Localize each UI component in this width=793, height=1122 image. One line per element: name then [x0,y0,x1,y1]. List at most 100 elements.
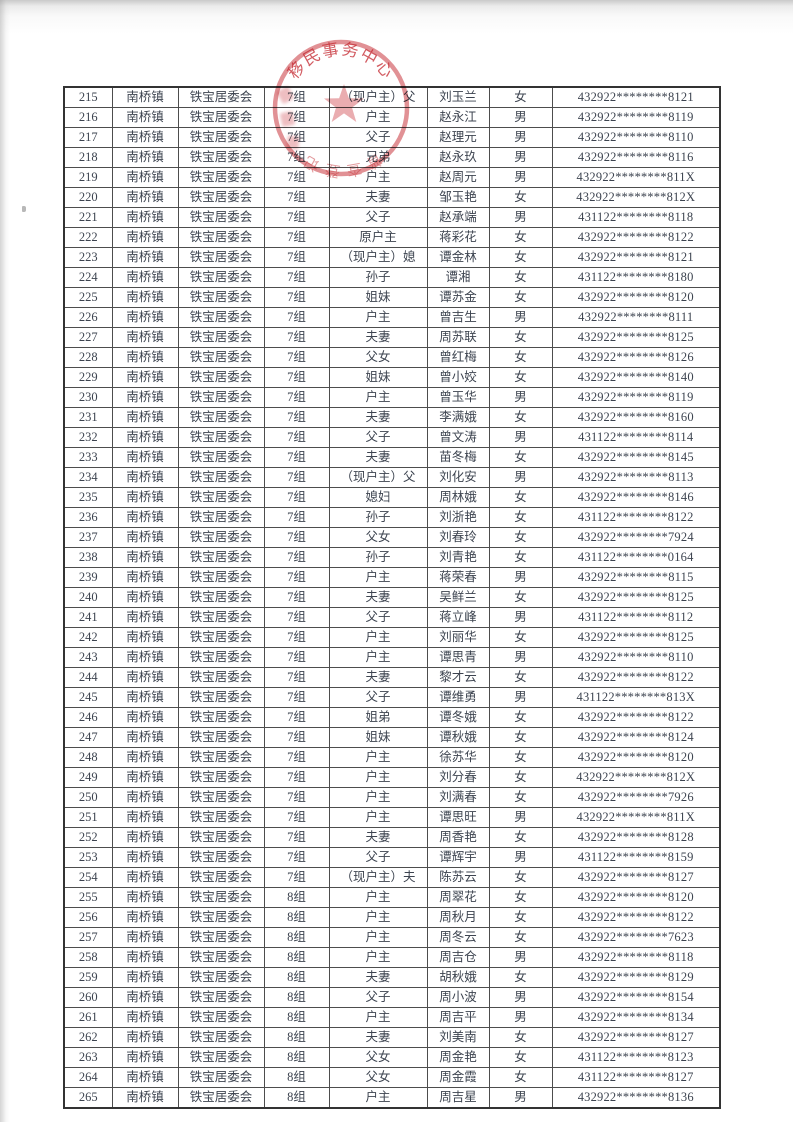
cell-seq: 227 [63,327,113,348]
cell-committee: 铁宝居委会 [177,827,265,848]
cell-gender: 男 [488,467,553,488]
table-row: 235 南桥镇 铁宝居委会 7组 媳妇 周林娥女 432922********8146 [63,487,721,508]
cell-gender: 男 [488,987,553,1008]
cell-committee: 铁宝居委会 [177,667,265,688]
cell-committee: 铁宝居委会 [177,447,265,468]
cell-name: 赵承端 [426,207,490,228]
cell-name: 赵永玖 [426,147,490,168]
cell-seq: 241 [63,607,113,628]
cell-gender: 女 [488,287,553,308]
cell-seq: 256 [63,907,113,928]
table-row: 224 南桥镇 铁宝居委会 7组 孙子 谭湘女 431122********8180 [63,267,721,288]
cell-gender: 女 [488,787,553,808]
cell-group: 7组 [263,707,330,728]
table-row: 228 南桥镇 铁宝居委会 7组 父女 曾红梅女 432922********8126 [63,347,721,368]
cell-relation: 姐妹 [328,287,428,308]
cell-town: 南桥镇 [111,487,179,508]
cell-town: 南桥镇 [111,987,179,1008]
table-row: 236 南桥镇 铁宝居委会 7组 孙子 刘浙艳女 431122********8122 [63,507,721,528]
cell-committee: 铁宝居委会 [177,187,265,208]
cell-gender: 男 [488,1007,553,1028]
cell-committee: 铁宝居委会 [177,767,265,788]
cell-town: 南桥镇 [111,607,179,628]
cell-relation: 媳妇 [328,487,428,508]
cell-committee: 铁宝居委会 [177,347,265,368]
cell-seq: 248 [63,747,113,768]
cell-seq: 226 [63,307,113,328]
cell-town: 南桥镇 [111,447,179,468]
cell-town: 南桥镇 [111,86,179,108]
cell-seq: 219 [63,167,113,188]
cell-id-number: 432922********7924 [551,527,721,548]
table-row: 262 南桥镇 铁宝居委会 8组 夫妻 刘美南女 432922********8127 [63,1027,721,1048]
cell-group: 7组 [263,107,330,128]
cell-id-number: 432922********8116 [551,147,721,168]
cell-id-number: 432922********8122 [551,907,721,928]
cell-committee: 铁宝居委会 [177,247,265,268]
cell-group: 7组 [263,427,330,448]
cell-name: 李满娥 [426,407,490,428]
cell-seq: 264 [63,1067,113,1088]
cell-town: 南桥镇 [111,247,179,268]
cell-committee: 铁宝居委会 [177,587,265,608]
cell-gender: 女 [488,327,553,348]
cell-group: 7组 [263,807,330,828]
cell-id-number: 432922********8113 [551,467,721,488]
cell-id-number: 432922********8122 [551,227,721,248]
cell-relation: 户主 [328,307,428,328]
cell-relation: 户主 [328,927,428,948]
cell-group: 7组 [263,827,330,848]
cell-name: 谭湘 [426,267,490,288]
table-row: 252 南桥镇 铁宝居委会 7组 夫妻 周香艳女 432922********8128 [63,827,721,848]
cell-town: 南桥镇 [111,907,179,928]
cell-id-number: 432922********7623 [551,927,721,948]
cell-name: 赵理元 [426,127,490,148]
table-row: 241 南桥镇 铁宝居委会 7组 父子 蒋立峰男 431122********8112 [63,607,721,628]
cell-gender: 男 [488,167,553,188]
cell-group: 7组 [263,627,330,648]
cell-gender: 女 [488,347,553,368]
cell-name: 蒋彩花 [426,227,490,248]
cell-group: 7组 [263,327,330,348]
table-row: 237 南桥镇 铁宝居委会 7组 父女 刘春玲女 432922********7924 [63,527,721,548]
cell-gender: 男 [488,387,553,408]
cell-town: 南桥镇 [111,587,179,608]
cell-name: 周小波 [426,987,490,1008]
cell-name: 周苏联 [426,327,490,348]
cell-committee: 铁宝居委会 [177,1027,265,1048]
cell-relation: 户主 [328,387,428,408]
cell-group: 8组 [263,927,330,948]
household-roster-table: 215 南桥镇 铁宝居委会 7组 （现户主）父 刘玉兰女 432922********812… [63,86,721,1109]
cell-seq: 224 [63,267,113,288]
cell-group: 7组 [263,447,330,468]
cell-seq: 237 [63,527,113,548]
cell-committee: 铁宝居委会 [177,707,265,728]
cell-seq: 235 [63,487,113,508]
cell-seq: 232 [63,427,113,448]
cell-gender: 男 [488,127,553,148]
cell-relation: 父子 [328,687,428,708]
cell-group: 7组 [263,687,330,708]
cell-committee: 铁宝居委会 [177,627,265,648]
cell-gender: 女 [488,407,553,428]
cell-seq: 249 [63,767,113,788]
cell-town: 南桥镇 [111,687,179,708]
cell-relation: 父子 [328,987,428,1008]
cell-committee: 铁宝居委会 [177,287,265,308]
cell-committee: 铁宝居委会 [177,747,265,768]
cell-name: 胡秋娥 [426,967,490,988]
cell-town: 南桥镇 [111,167,179,188]
cell-seq: 250 [63,787,113,808]
cell-name: 苗冬梅 [426,447,490,468]
cell-name: 曾吉生 [426,307,490,328]
cell-group: 7组 [263,207,330,228]
cell-committee: 铁宝居委会 [177,1067,265,1088]
cell-committee: 铁宝居委会 [177,467,265,488]
cell-name: 徐苏华 [426,747,490,768]
cell-name: 周金霞 [426,1067,490,1088]
cell-town: 南桥镇 [111,207,179,228]
cell-id-number: 432922********8129 [551,967,721,988]
cell-relation: 夫妻 [328,587,428,608]
cell-seq: 217 [63,127,113,148]
cell-group: 7组 [263,567,330,588]
